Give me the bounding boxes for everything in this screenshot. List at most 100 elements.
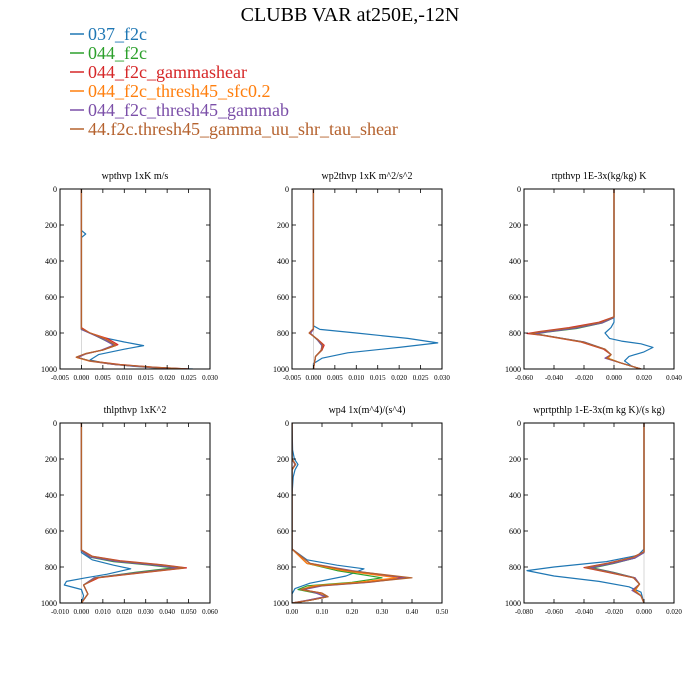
x-tick-label: -0.005 — [51, 374, 70, 382]
panel-title: wprtpthlp 1-E-3x(m kg K)/(s kg) — [533, 405, 665, 416]
y-tick-label: 600 — [509, 293, 521, 302]
panel-title: rtpthvp 1E-3x(kg/kg) K — [552, 171, 648, 182]
x-tick-label: 0.000 — [74, 374, 90, 382]
y-tick-label: 600 — [509, 527, 521, 536]
x-tick-label: 0.005 — [95, 374, 111, 382]
x-tick-label: 0.040 — [666, 374, 682, 382]
series-line — [584, 423, 645, 603]
legend-label: 044_f2c_thresh45_sfc0.2 — [88, 81, 270, 101]
x-tick-label: 0.000 — [74, 608, 90, 616]
series-line — [292, 423, 413, 603]
plot-frame — [523, 188, 675, 370]
legend-label: 044_f2c_thresh45_gammab — [88, 100, 289, 120]
figure-title: CLUBB VAR at250E,-12N — [241, 4, 460, 26]
chart-panel: rtpthvp 1E-3x(kg/kg) K02004006008001000-… — [505, 171, 682, 382]
x-tick-label: 0.000 — [606, 374, 622, 382]
x-tick-label: 0.040 — [159, 608, 175, 616]
x-tick-label: 0.015 — [138, 374, 154, 382]
plot-frame — [59, 188, 211, 370]
y-tick-label: 400 — [277, 257, 289, 266]
y-tick-label: 1000 — [505, 599, 521, 608]
x-tick-label: 0.050 — [181, 608, 197, 616]
x-tick-label: -0.060 — [545, 608, 564, 616]
y-tick-label: 400 — [277, 491, 289, 500]
x-tick-label: 0.020 — [391, 374, 407, 382]
x-tick-label: 0.010 — [348, 374, 364, 382]
panel-title: wp4 1x(m^4)/(s^4) — [329, 405, 406, 416]
y-tick-label: 1000 — [273, 365, 289, 374]
legend: 037_f2c044_f2c044_f2c_gammashear044_f2c_… — [70, 24, 398, 139]
y-tick-label: 800 — [509, 329, 521, 338]
x-tick-label: 0.010 — [116, 374, 132, 382]
chart-panel: wp2thvp 1xK m^2/s^2 0 200 400 600 800 1000-0.0… — [273, 171, 450, 382]
y-tick-label: 0 — [285, 185, 289, 194]
legend-label: 044_f2c — [88, 43, 147, 63]
y-tick-label: 0 — [517, 419, 521, 428]
x-tick-label: 0.015 — [370, 374, 386, 382]
y-tick-label: 0 — [517, 185, 521, 194]
x-tick-label: 0.20 — [346, 608, 359, 616]
y-tick-label: 1000 — [505, 365, 521, 374]
y-tick-label: 800 — [509, 563, 521, 572]
y-tick-label: 200 — [509, 221, 521, 230]
x-tick-label: 0.030 — [202, 374, 218, 382]
y-tick-label: 800 — [277, 329, 289, 338]
x-tick-label: 0.020 — [116, 608, 132, 616]
series-line — [604, 189, 654, 369]
y-tick-label: 600 — [45, 293, 57, 302]
y-tick-label: 200 — [509, 455, 521, 464]
y-tick-label: 1000 — [41, 365, 57, 374]
x-tick-label: 0.025 — [413, 374, 429, 382]
y-tick-label: 600 — [277, 527, 289, 536]
y-tick-label: 200 — [45, 221, 57, 230]
x-tick-label: 0.00 — [286, 608, 299, 616]
plot-frame — [523, 422, 675, 604]
y-tick-label: 600 — [45, 527, 57, 536]
series-line — [80, 423, 185, 603]
x-tick-label: -0.040 — [575, 608, 594, 616]
y-tick-label: 200 — [277, 455, 289, 464]
y-tick-label: 800 — [277, 563, 289, 572]
x-tick-label: 0.020 — [636, 374, 652, 382]
x-tick-label: -0.060 — [515, 374, 534, 382]
y-tick-label: 400 — [45, 491, 57, 500]
chart-panel: wprtpthlp 1-E-3x(m kg K)/(s kg) 0 200 400 60… — [505, 405, 682, 616]
y-tick-label: 0 — [53, 419, 57, 428]
panel-title: wpthvp 1xK m/s — [102, 171, 169, 182]
x-tick-label: 0.020 — [159, 374, 175, 382]
x-tick-label: 0.30 — [376, 608, 389, 616]
x-tick-label: 0.030 — [434, 374, 450, 382]
y-tick-label: 1000 — [41, 599, 57, 608]
x-tick-label: 0.10 — [316, 608, 329, 616]
legend-label: 044_f2c_gammashear — [88, 62, 247, 82]
y-tick-label: 800 — [45, 563, 57, 572]
y-tick-label: 800 — [45, 329, 57, 338]
y-tick-label: 1000 — [273, 599, 289, 608]
panel-title: thlpthvp 1xK^2 — [104, 405, 167, 416]
x-tick-label: 0.025 — [181, 374, 197, 382]
legend-label: 037_f2c — [88, 24, 147, 44]
series-line — [308, 189, 324, 369]
x-tick-label: 0.000 — [306, 374, 322, 382]
x-tick-label: -0.010 — [51, 608, 70, 616]
x-tick-label: -0.020 — [575, 374, 594, 382]
panel-title: wp2thvp 1xK m^2/s^2 — [321, 171, 412, 182]
y-tick-label: 0 — [53, 185, 57, 194]
chart-panel: thlpthvp 1xK^2 0 200 400 600 800 1000-0.010 0.0… — [41, 405, 218, 616]
series-line — [75, 189, 189, 369]
x-tick-label: 0.020 — [666, 608, 682, 616]
y-tick-label: 200 — [45, 455, 57, 464]
series-line — [529, 189, 642, 369]
x-tick-label: -0.020 — [605, 608, 624, 616]
x-tick-label: -0.080 — [515, 608, 534, 616]
plot-frame — [291, 188, 443, 370]
x-tick-label: 0.010 — [95, 608, 111, 616]
x-tick-label: 0.40 — [406, 608, 419, 616]
x-tick-label: 0.000 — [636, 608, 652, 616]
y-tick-label: 400 — [45, 257, 57, 266]
y-tick-label: 600 — [277, 293, 289, 302]
y-tick-label: 400 — [509, 257, 521, 266]
